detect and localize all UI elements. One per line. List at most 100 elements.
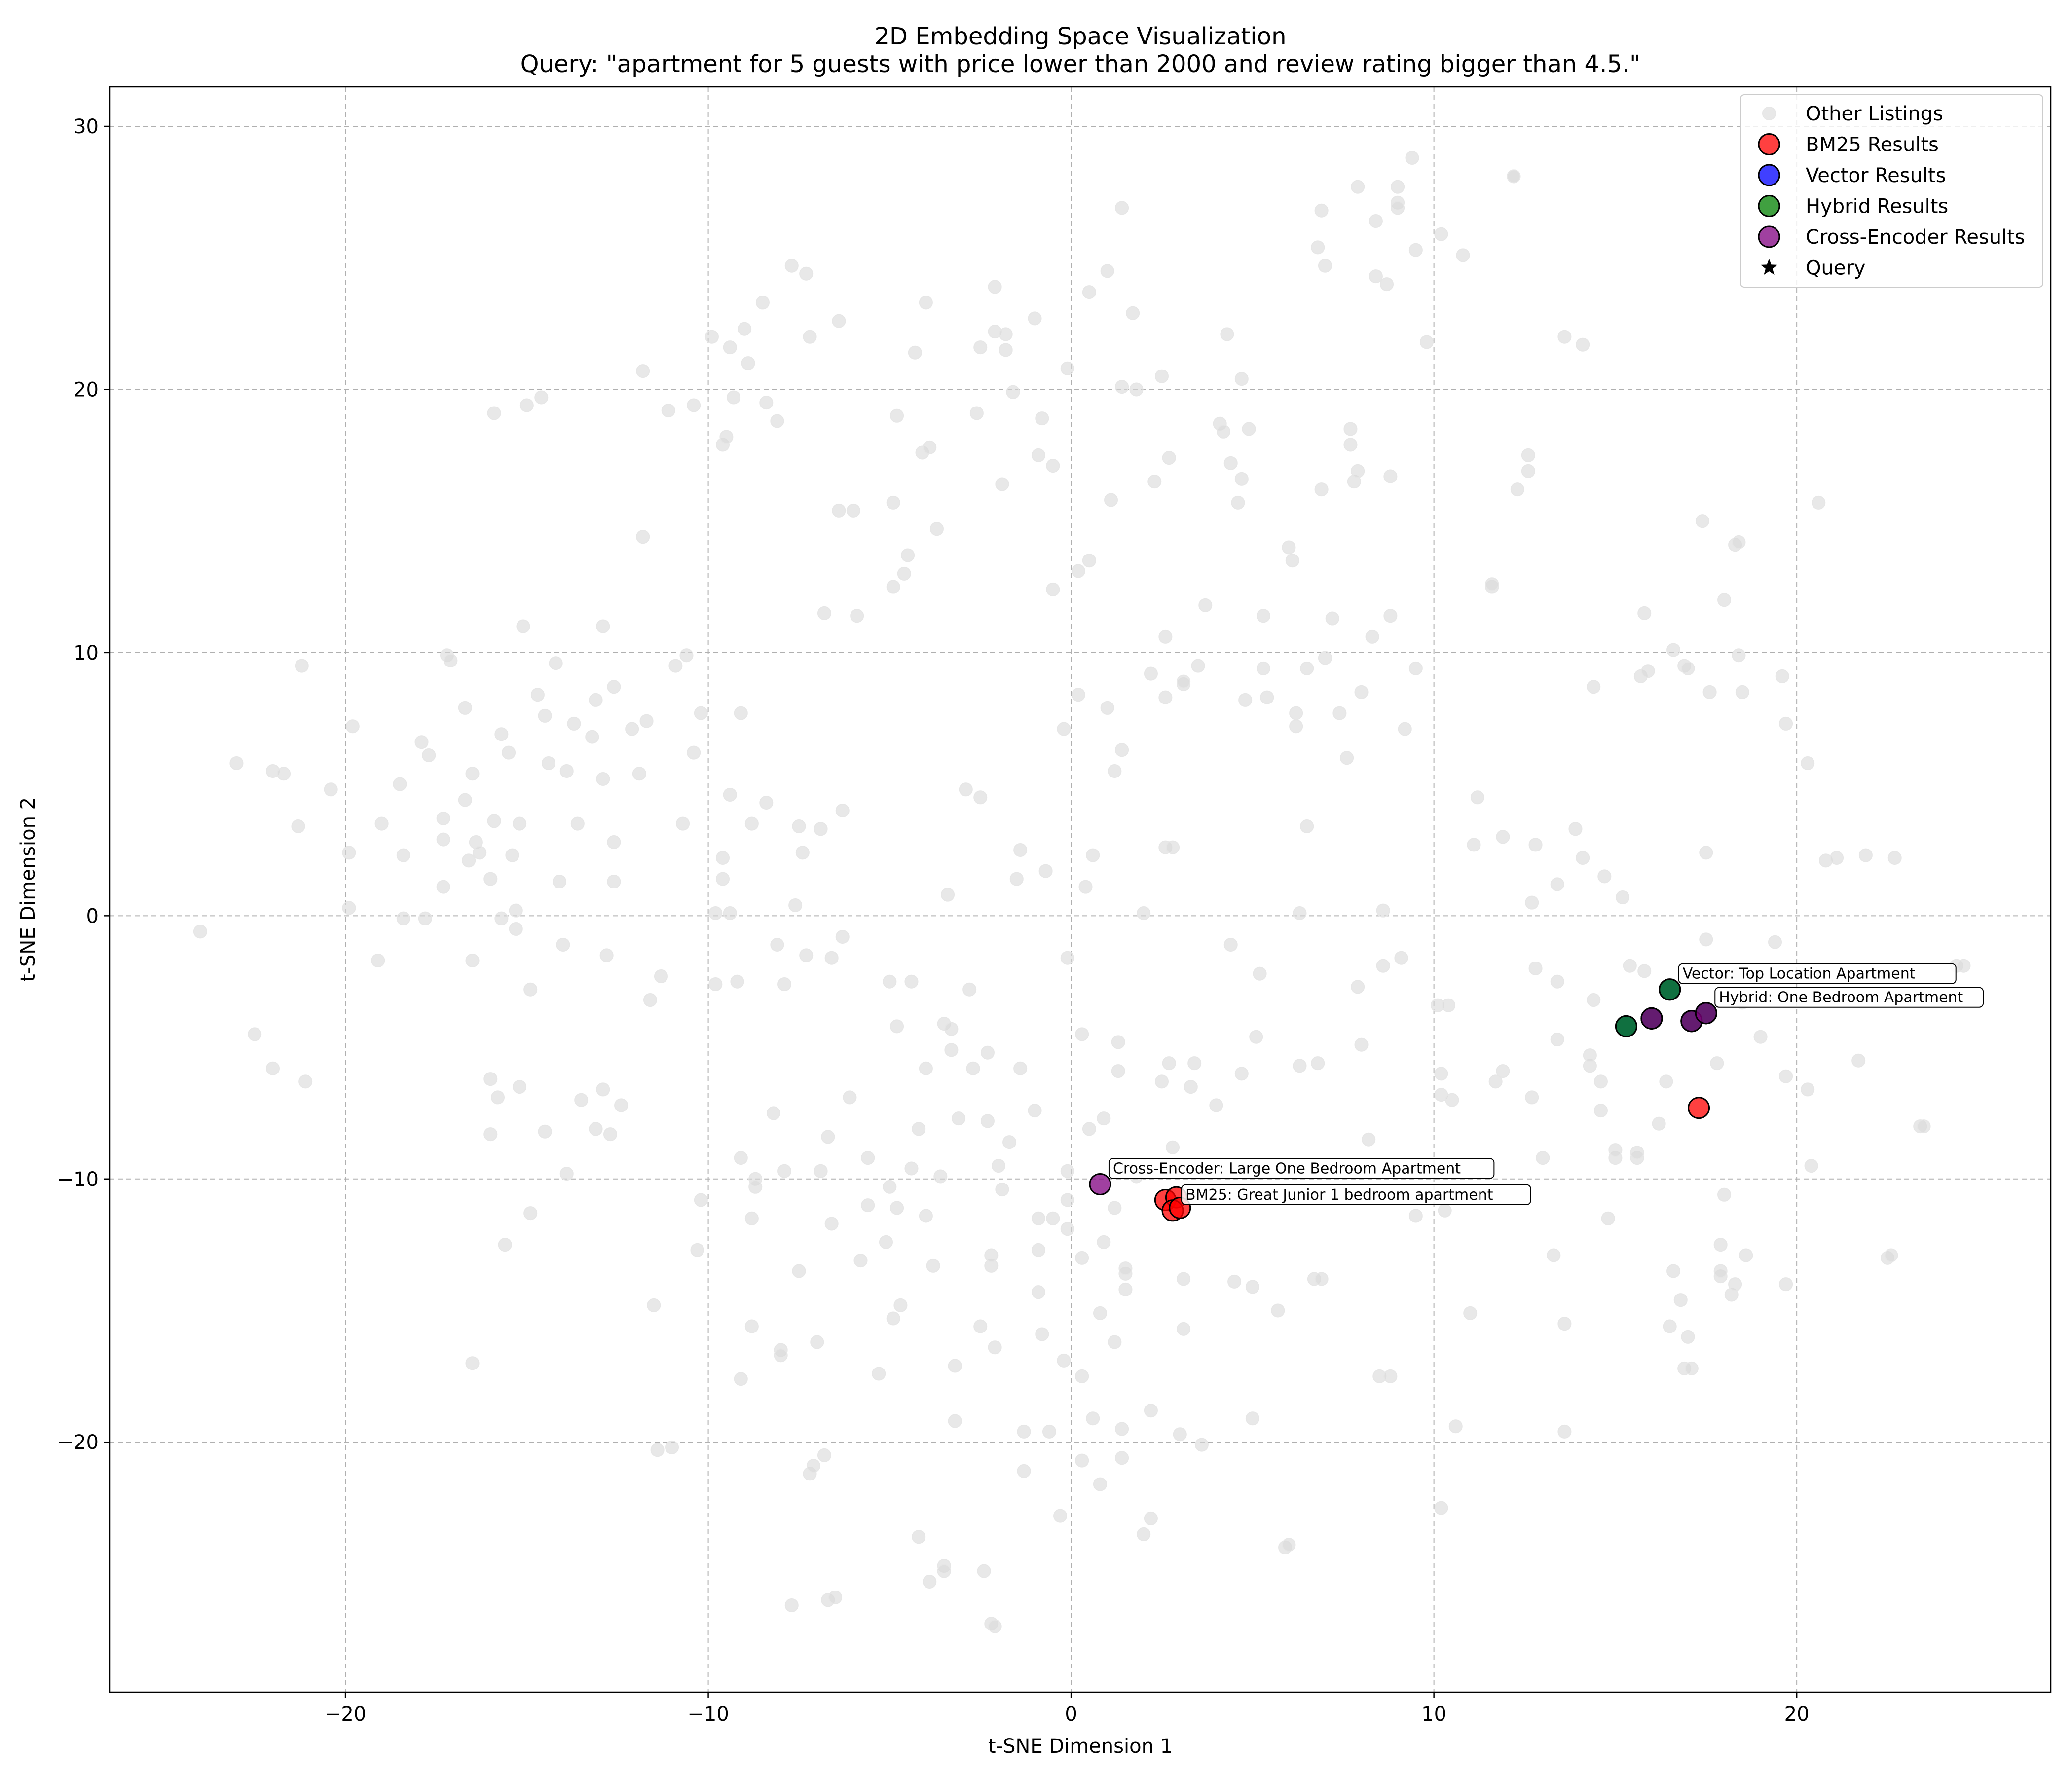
annotations: Vector: Top Location Apartment Hybrid: On… [1108, 963, 1984, 1205]
other-listings-point [1300, 661, 1314, 675]
other-listings-point [559, 1167, 574, 1181]
other-listings-point [1779, 1069, 1793, 1083]
other-listings-point [803, 330, 817, 344]
other-listings-point [723, 906, 737, 921]
other-listings-point [843, 1090, 857, 1105]
other-listings-point [1031, 1243, 1045, 1257]
other-listings-point [1448, 1419, 1463, 1434]
other-listings-point [784, 1598, 799, 1612]
other-listings-point [1434, 1088, 1448, 1102]
other-listings-point [1075, 1453, 1089, 1468]
other-listings-point [759, 795, 774, 810]
other-listings-point [418, 911, 432, 925]
other-listings-point [1009, 872, 1024, 886]
other-listings-point [1002, 1135, 1017, 1149]
other-listings-point [1445, 1093, 1459, 1107]
other-listings-point [585, 730, 599, 744]
other-listings-point [1351, 180, 1365, 194]
other-listings-point [248, 1027, 262, 1041]
legend-label-cross-encoder-results: Cross-Encoder Results [1806, 226, 2025, 249]
other-listings-point [1126, 306, 1140, 320]
other-listings-point [1311, 240, 1325, 255]
other-listings-point [738, 322, 752, 336]
other-listings-point [730, 974, 744, 989]
other-listings-point [1576, 337, 1590, 352]
other-listings-point [483, 1127, 498, 1142]
other-listings-point [1383, 609, 1398, 623]
other-listings-point [229, 756, 244, 770]
other-listings-point [1194, 1438, 1209, 1452]
other-listings-point [1699, 846, 1713, 860]
other-listings-point [483, 1072, 498, 1086]
annotation-box [1714, 987, 1984, 1008]
other-listings-point [1289, 719, 1303, 734]
other-listings-point [1271, 1303, 1285, 1318]
other-listings-point [1775, 669, 1789, 683]
other-listings-point [1728, 1277, 1742, 1292]
other-listings-point [999, 343, 1013, 357]
other-listings-point [1031, 1211, 1045, 1225]
other-listings-point [599, 948, 614, 962]
points [193, 151, 1971, 1633]
other-listings-point [1521, 464, 1535, 478]
other-listings-point [832, 503, 846, 518]
other-listings-point [1046, 582, 1060, 596]
other-listings-point [795, 846, 810, 860]
other-listings-point [596, 1082, 610, 1097]
other-listings-point [596, 772, 610, 786]
other-listings-point [1093, 1477, 1107, 1491]
other-listings-point [727, 390, 741, 405]
other-listings-point [371, 954, 385, 968]
other-listings-point [516, 619, 530, 633]
other-listings-point [1115, 1422, 1129, 1436]
other-listings-point [1405, 151, 1419, 165]
other-listings-point [1154, 369, 1169, 383]
other-listings-point [1282, 540, 1296, 555]
other-listings-point [1158, 690, 1173, 704]
other-listings-point [265, 1061, 280, 1075]
other-listings-point [1488, 1074, 1503, 1089]
other-listings-point [973, 340, 988, 355]
other-listings-point [1060, 951, 1074, 965]
other-listings-point [1343, 438, 1358, 452]
other-listings-point [1507, 169, 1521, 184]
other-listings-point [948, 1414, 962, 1428]
other-listings-point [919, 1209, 933, 1223]
other-listings-point [1075, 1369, 1089, 1383]
annotation-label: Cross-Encoder: Large One Bedroom Apartme… [1113, 1160, 1461, 1177]
other-listings-point [890, 1019, 904, 1034]
other-listings-point [1220, 327, 1234, 341]
other-listings-point [1717, 1187, 1732, 1202]
other-listings-point [1311, 1056, 1325, 1071]
y-tick-label: 0 [86, 905, 99, 927]
other-listings-point [708, 977, 723, 992]
other-listings-point [799, 948, 814, 962]
other-listings-point [1710, 1056, 1724, 1071]
other-listings-point [992, 1159, 1006, 1173]
other-listings-point [1362, 1132, 1376, 1147]
other-listings-point [1234, 1067, 1249, 1081]
other-listings-point [1408, 243, 1423, 257]
other-listings-point [1463, 1306, 1478, 1320]
other-listings-point [1209, 1098, 1223, 1112]
other-listings-point [1137, 1527, 1151, 1541]
other-listings-point [926, 1258, 940, 1273]
other-listings-point [1166, 1140, 1180, 1154]
other-listings-point [872, 1367, 886, 1381]
other-listings-point [603, 1127, 618, 1142]
other-listings-point [1017, 1464, 1031, 1478]
legend-marker-cross-encoder-results [1758, 225, 1780, 248]
other-listings-point [1408, 661, 1423, 675]
other-listings-point [1637, 964, 1652, 978]
other-listings-point [1652, 1116, 1666, 1131]
other-listings-point [1184, 1080, 1198, 1094]
other-listings-point [614, 1098, 629, 1112]
other-listings-point [1162, 451, 1176, 465]
other-listings-point [886, 580, 900, 594]
other-listings-point [1238, 693, 1253, 707]
other-listings-point [1325, 611, 1339, 626]
chart-title: 2D Embedding Space Visualization [875, 23, 1287, 50]
other-listings-point [1154, 1074, 1169, 1089]
other-listings-point [1470, 790, 1484, 805]
other-listings-point [1354, 1037, 1369, 1052]
